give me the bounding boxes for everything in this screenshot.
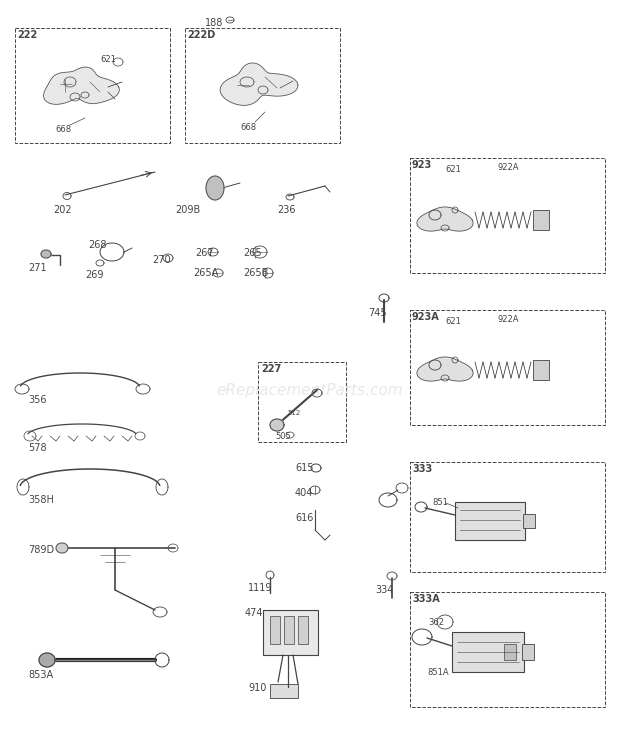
Text: 227: 227	[261, 364, 281, 374]
Bar	[410, 592, 605, 707]
Text: 745: 745	[368, 308, 387, 318]
Bar	[284, 616, 294, 644]
Text: 333: 333	[412, 464, 432, 474]
Bar	[410, 310, 605, 425]
Polygon shape	[417, 357, 473, 381]
Polygon shape	[43, 67, 120, 104]
Text: 474: 474	[245, 608, 264, 618]
Text: 268: 268	[88, 240, 107, 250]
Text: 222: 222	[17, 30, 37, 40]
Text: 789D: 789D	[28, 545, 54, 555]
Text: 923: 923	[412, 160, 432, 170]
Text: 922A: 922A	[498, 315, 520, 324]
Polygon shape	[206, 176, 224, 200]
Text: 923A: 923A	[412, 312, 440, 322]
Text: 362: 362	[428, 618, 444, 627]
Text: 236: 236	[277, 205, 296, 215]
Bar	[504, 644, 516, 660]
Polygon shape	[270, 419, 284, 431]
Bar	[15, 28, 170, 143]
Polygon shape	[56, 543, 68, 553]
Text: 265: 265	[243, 248, 262, 258]
Text: 269: 269	[85, 270, 104, 280]
Text: 188: 188	[205, 18, 223, 28]
Text: 851: 851	[432, 498, 448, 507]
Text: 265A: 265A	[193, 268, 218, 278]
Text: 271: 271	[28, 263, 46, 273]
Text: 333A: 333A	[412, 594, 440, 604]
Text: 202: 202	[53, 205, 72, 215]
Polygon shape	[417, 207, 473, 231]
Text: 265B: 265B	[243, 268, 268, 278]
Text: 222D: 222D	[187, 30, 215, 40]
Text: 356: 356	[28, 395, 46, 405]
Bar	[298, 616, 308, 644]
Bar	[455, 502, 525, 540]
Polygon shape	[220, 63, 298, 105]
Text: 621: 621	[445, 165, 461, 174]
Bar	[270, 616, 280, 644]
Text: 621: 621	[445, 317, 461, 326]
Polygon shape	[39, 653, 55, 667]
Text: 668: 668	[240, 123, 256, 132]
Text: eReplacementParts.com: eReplacementParts.com	[216, 383, 404, 397]
Text: 616: 616	[295, 513, 313, 523]
Text: 270: 270	[152, 255, 171, 265]
Text: 267: 267	[195, 248, 214, 258]
Bar	[258, 362, 346, 442]
Bar	[410, 158, 605, 273]
Text: 334: 334	[375, 585, 393, 595]
Text: 922A: 922A	[498, 163, 520, 172]
Text: 404: 404	[295, 488, 313, 498]
Bar	[410, 462, 605, 572]
Text: 578: 578	[28, 443, 46, 453]
Bar	[523, 514, 535, 528]
Bar	[533, 360, 549, 380]
Text: 851A: 851A	[427, 668, 449, 677]
Bar	[270, 684, 298, 698]
Bar	[263, 610, 318, 655]
Text: 209B: 209B	[175, 205, 200, 215]
Text: 668: 668	[55, 125, 71, 134]
Polygon shape	[41, 250, 51, 258]
Text: 615: 615	[295, 463, 314, 473]
Text: 853A: 853A	[28, 670, 53, 680]
Text: 621: 621	[100, 55, 116, 64]
Bar	[533, 210, 549, 230]
Text: 1119: 1119	[248, 583, 273, 593]
Text: 512: 512	[287, 410, 300, 416]
Bar	[522, 644, 534, 660]
Bar	[185, 28, 340, 143]
Text: 910: 910	[248, 683, 267, 693]
Text: 358H: 358H	[28, 495, 54, 505]
Bar	[452, 632, 524, 672]
Text: 505: 505	[275, 432, 291, 441]
